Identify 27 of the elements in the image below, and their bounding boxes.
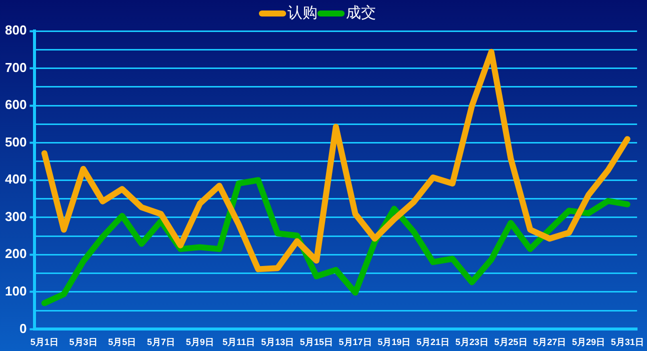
x-tick-label: 5月31日 — [610, 337, 644, 348]
x-tick-label: 5月17日 — [338, 337, 372, 348]
x-tick-label: 5月23日 — [455, 337, 488, 348]
x-tick-label: 5月15日 — [300, 337, 333, 348]
legend-label: 认购 — [288, 3, 318, 22]
y-tick-label: 400 — [4, 172, 27, 187]
x-tick-label: 5月27日 — [533, 337, 566, 348]
y-tick-label: 800 — [4, 22, 27, 38]
y-tick-label: 200 — [4, 246, 27, 262]
y-tick-label: 500 — [4, 134, 27, 150]
x-tick-label: 5月25日 — [494, 337, 528, 348]
x-tick-label: 5月29日 — [572, 337, 606, 348]
x-tick-label: 5月5日 — [108, 337, 136, 348]
x-tick-label: 5月9日 — [186, 337, 214, 348]
y-tick-label: 0 — [19, 320, 27, 336]
x-tick-label: 5月13日 — [261, 337, 294, 348]
x-tick-label: 5月1日 — [30, 337, 58, 348]
x-tick-label: 5月21日 — [416, 337, 450, 348]
y-tick-label: 700 — [4, 60, 27, 75]
y-tick-label: 600 — [4, 97, 27, 112]
y-tick-label: 100 — [4, 284, 27, 299]
x-tick-label: 5月19日 — [378, 337, 411, 348]
x-tick-label: 5月11日 — [222, 337, 255, 348]
x-tick-label: 5月3日 — [69, 337, 98, 348]
y-tick-label: 300 — [4, 208, 27, 224]
x-tick-label: 5月7日 — [146, 337, 176, 348]
legend-label: 成交 — [346, 3, 376, 22]
